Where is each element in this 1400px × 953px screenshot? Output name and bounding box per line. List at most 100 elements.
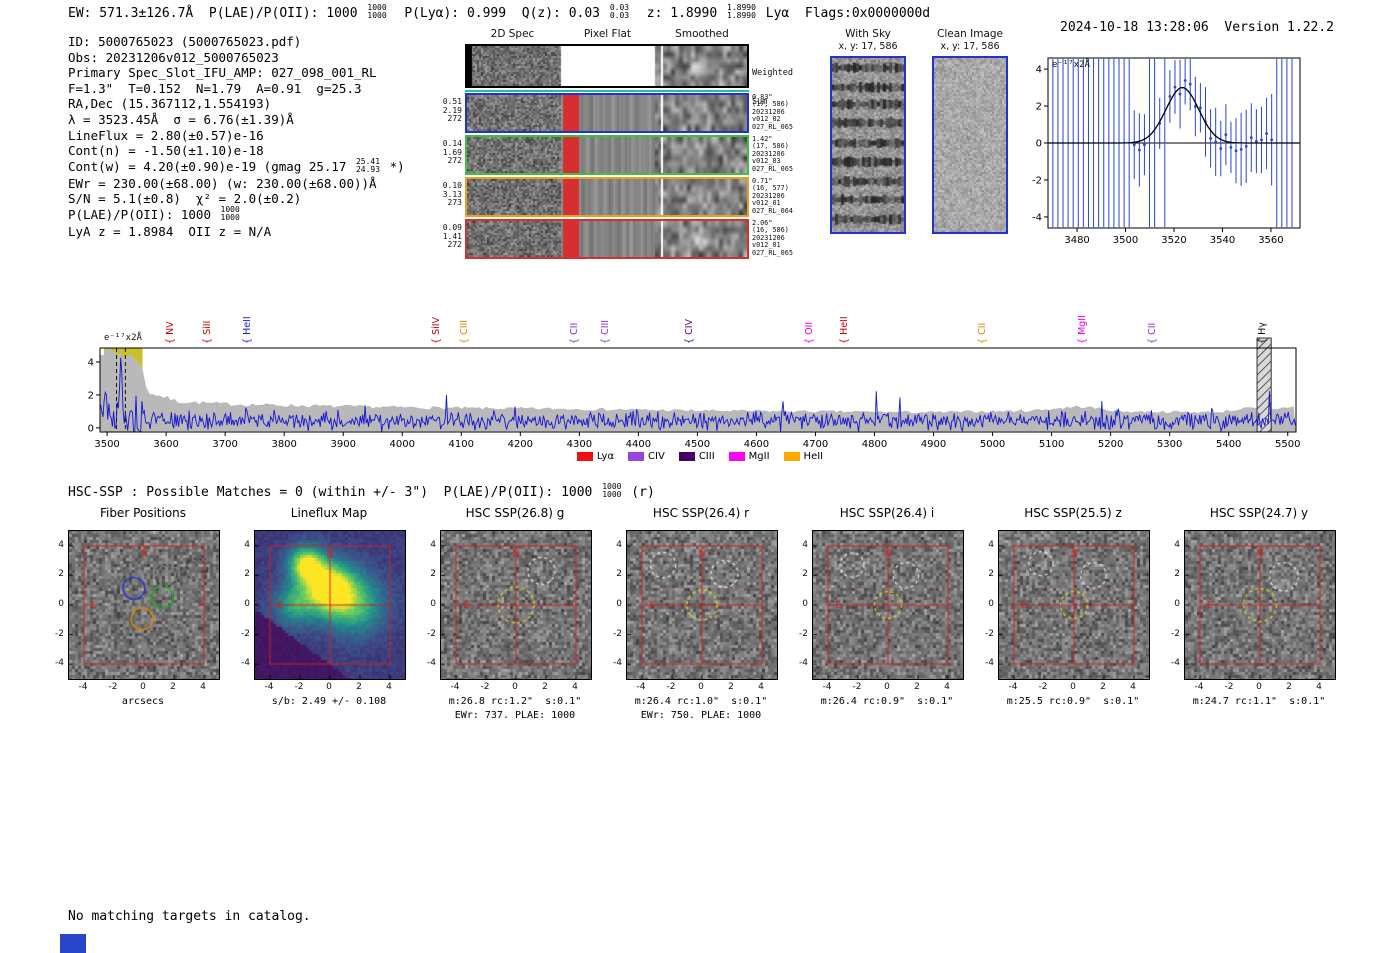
panel-ytick-label: 4 <box>616 539 622 550</box>
text-segment: P(LAE)/P(OII): 1000 <box>68 206 219 222</box>
info-line: LyA z = 1.8984 OII z = N/A <box>68 224 405 240</box>
panel-caption-2: EWr: 750. PLAE: 1000 <box>640 710 762 721</box>
panel-xtick-label: -2 <box>666 682 676 692</box>
panel-ytick-label: 0 <box>244 599 250 609</box>
withsky-coords: x, y: 17, 586 <box>838 41 898 52</box>
stacked-fraction: 1.8990 1.8990 <box>727 3 756 21</box>
lineflux-canvas <box>255 531 405 679</box>
panel-caption: m:26.4 rc:1.0" s:0.1" <box>634 696 768 707</box>
panel-ytick-label: 0 <box>802 599 808 609</box>
text-segment: *) <box>382 158 405 174</box>
text-segment: F=1.3" T=0.152 N=1.79 A=0.91 g=25.3 <box>68 80 362 96</box>
svg-text:5300: 5300 <box>1157 439 1182 450</box>
panel-ytick-label: -2 <box>55 628 64 639</box>
panel-xtick-label: 0 <box>1070 682 1076 692</box>
row-right-value: (16, 586) <box>752 226 789 235</box>
text-segment: (r) <box>623 484 655 500</box>
text-segment: EW: 571.3±126.7Å P(LAE)/P(OII): 1000 <box>68 5 366 21</box>
row-left-value: 272 <box>447 114 462 124</box>
legend-swatch <box>576 452 593 461</box>
row-right-value: 20231206 <box>752 191 785 200</box>
panel-plot <box>68 530 220 680</box>
fraction-top: 0.03 <box>609 3 630 12</box>
spec2d-row-right-meta: 2.06" (16, 586) 20231206 v012_01 027_RL_065 <box>752 219 793 257</box>
legend-label: CIII <box>698 451 715 462</box>
text-segment: HSC-SSP : Possible Matches = 0 (within +… <box>68 484 601 500</box>
legend-label: CIV <box>648 451 665 462</box>
panel-xtick-label: -2 <box>108 682 118 692</box>
fiber-canvas <box>69 531 219 679</box>
page-edge-artifact <box>60 934 86 953</box>
info-line: Primary Spec_Slot_IFU_AMP: 027_098_001_R… <box>68 65 405 81</box>
cutout-canvas <box>813 531 963 679</box>
panel-ytick-label: 0 <box>430 599 436 609</box>
row-right-value: 027_RL_065 <box>752 122 793 131</box>
info-line: ID: 5000765023 (5000765023.pdf) <box>68 34 405 50</box>
text-segment: Lyα Flags:0x0000000d <box>757 5 931 21</box>
fraction-top: 1000 <box>367 3 387 12</box>
panel-xtick-label: 2 <box>356 682 362 692</box>
panel-xtick-label: -4 <box>1194 682 1204 692</box>
legend-label: Lyα <box>596 451 615 462</box>
svg-text:5500: 5500 <box>1275 439 1300 450</box>
info-line: Cont(w) = 4.20(±0.90)e-19 (gmag 25.17 25… <box>68 157 405 176</box>
panel-xtick-label: 4 <box>572 682 578 692</box>
svg-text:4500: 4500 <box>685 439 710 450</box>
weighted-sum-label: Weighted Sum <box>752 50 793 126</box>
panel-xtick-label: 2 <box>1286 682 1292 692</box>
line-fit-chart: 3480 3500 3520 3540 3560 -4 -2 0 2 4 <box>1030 48 1322 250</box>
detection-info-block: ID: 5000765023 (5000765023.pdf) Obs: 2023… <box>68 34 405 239</box>
spectrum-legend: Lyα CIV CIII MgII HeII <box>520 451 880 462</box>
panel-ytick-label: -2 <box>985 628 994 639</box>
panel-ytick-label: 4 <box>244 539 250 550</box>
text-segment: z: 1.8990 <box>631 5 726 21</box>
text-segment: Primary Spec_Slot_IFU_AMP: 027_098_001_R… <box>68 65 377 81</box>
row-right-value: v012_01 <box>752 241 781 250</box>
row-right-value: (17, 586) <box>752 100 789 109</box>
panel-caption-2: EWr: 737. PLAE: 1000 <box>454 710 576 721</box>
panel-xtick-label: 4 <box>200 682 206 692</box>
panel-plot <box>626 530 778 680</box>
panel-xtick-label: -4 <box>78 682 88 692</box>
info-line: RA,Dec (15.367112,1.554193) <box>68 96 405 112</box>
spec2d-row-left-stats: 0.14 1.69 272 <box>436 139 462 166</box>
spec2d-row <box>465 93 749 133</box>
text-segment: S/N = 5.1(±0.8) χ² = 2.0(±0.2) <box>68 191 302 207</box>
panel-title: Fiber Positions <box>99 506 187 520</box>
fitplot-units-annotation: e⁻¹⁷x2Å <box>1052 60 1090 70</box>
text-segment: P(Lyα): 0.999 Q(z): 0.03 <box>388 5 608 21</box>
panel-plot <box>440 530 592 680</box>
cutout-canvas <box>999 531 1149 679</box>
header-meta: 2024-10-18 13:28:06 Version 1.22.2 <box>1000 5 1334 50</box>
row-right-value: 0.83" <box>752 93 773 101</box>
emission-line-label: { CII <box>1147 322 1159 344</box>
legend-item: MgII <box>728 451 770 462</box>
emission-line-label: { SiII <box>202 320 214 344</box>
row-right-value: v012_01 <box>752 199 781 208</box>
svg-text:5200: 5200 <box>1098 439 1123 450</box>
panel-xtick-label: -2 <box>1038 682 1048 692</box>
header-summary: EW: 571.3±126.7Å P(LAE)/P(OII): 1000 100… <box>68 3 931 22</box>
panel-ytick-label: -4 <box>985 658 994 669</box>
report-datetime: 2024-10-18 13:28:06 <box>1060 20 1209 35</box>
row-left-value: 0.14 <box>442 139 462 148</box>
emission-line-label: { CIV <box>683 319 695 344</box>
svg-text:3900: 3900 <box>330 439 355 450</box>
report-version: Version 1.22.2 <box>1224 20 1334 35</box>
full-spectrum-svg: 3500 3600 3700 3800 3900 4000 4100 4200 4300 4400… <box>88 337 1300 450</box>
svg-text:4100: 4100 <box>449 439 474 450</box>
legend-swatch <box>783 452 800 461</box>
panel-xtick-label: 2 <box>728 682 734 692</box>
svg-text:4000: 4000 <box>390 439 415 450</box>
cutout-canvas <box>627 531 777 679</box>
panel-ytick-label: 2 <box>802 569 808 580</box>
emission-line-label: { SiIV <box>431 316 443 344</box>
panel-title: HSC SSP(26.4) i <box>839 506 935 520</box>
stacked-fraction: 1000 1000 <box>602 482 621 500</box>
emission-line-label: { CII <box>569 322 581 344</box>
stacked-fraction: 25.41 24.93 <box>356 157 380 175</box>
panel-ytick-label: 2 <box>988 569 994 580</box>
row-left-value: 1.41 <box>442 231 462 241</box>
row-right-value: 027_RL_064 <box>752 206 793 215</box>
svg-text:5100: 5100 <box>1039 439 1064 450</box>
